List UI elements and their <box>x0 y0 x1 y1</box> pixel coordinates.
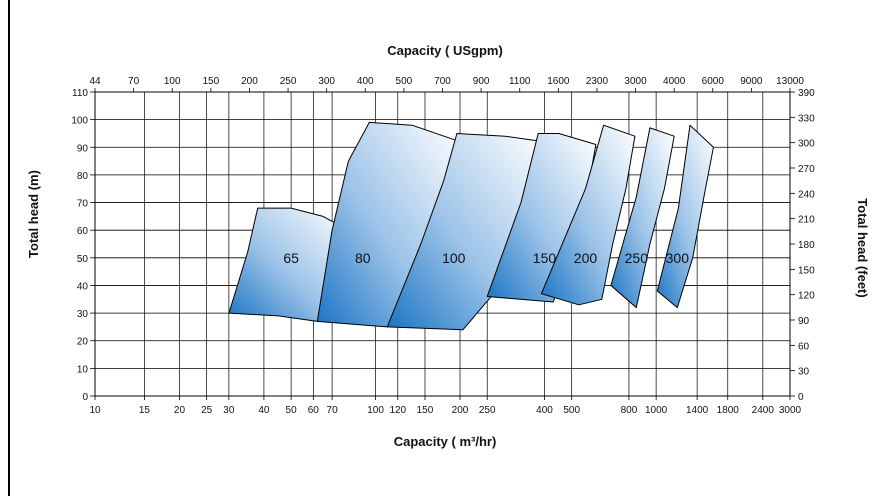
y2-tick-label: 60 <box>798 341 810 352</box>
x-top-tick-label: 700 <box>434 76 451 87</box>
y2-tick-label: 390 <box>798 88 815 99</box>
y2-tick-label: 330 <box>798 113 815 124</box>
y2-tick-label: 150 <box>798 265 815 276</box>
x-top-tick-label: 3000 <box>624 76 647 87</box>
x-tick-label: 20 <box>174 405 186 416</box>
y2-tick-label: 210 <box>798 215 815 226</box>
y-tick-label: 40 <box>77 281 89 292</box>
x-top-tick-label: 150 <box>202 76 219 87</box>
y-tick-label: 10 <box>77 364 89 375</box>
x-top-tick-label: 4000 <box>663 76 686 87</box>
x-top-tick-label: 13000 <box>776 76 804 87</box>
performance-curve-100 <box>386 133 545 331</box>
y2-tick-label: 180 <box>798 240 815 251</box>
y-tick-label: 110 <box>72 88 88 99</box>
x-tick-label: 1400 <box>686 405 709 416</box>
x-tick-label: 500 <box>563 405 580 416</box>
x-tick-label: 150 <box>417 405 434 416</box>
x-tick-label: 50 <box>286 405 298 416</box>
x-top-tick-label: 70 <box>128 76 140 87</box>
x-tick-label: 200 <box>452 405 469 416</box>
x-tick-label: 120 <box>389 405 406 416</box>
y-axis-label: Total head (m) <box>26 170 41 258</box>
x-tick-label: 30 <box>223 405 235 416</box>
x-tick-label: 70 <box>327 405 339 416</box>
x-top-tick-label: 100 <box>164 76 181 87</box>
x-tick-label: 25 <box>201 405 213 416</box>
x-tick-label: 1000 <box>645 405 668 416</box>
y-tick-label: 80 <box>77 171 89 182</box>
curve-label-80: 80 <box>355 250 371 266</box>
left-border-line <box>8 0 10 496</box>
x-top-tick-label: 300 <box>318 76 335 87</box>
y-tick-label: 30 <box>77 309 89 320</box>
x-top-tick-label: 2300 <box>586 76 609 87</box>
chart-title: Capacity ( USgpm) <box>387 43 503 58</box>
y-tick-label: 50 <box>77 254 89 265</box>
x-tick-label: 60 <box>308 405 320 416</box>
x-tick-label: 100 <box>367 405 384 416</box>
x-top-tick-label: 250 <box>280 76 297 87</box>
x-top-tick-label: 200 <box>241 76 258 87</box>
curve-label-300: 300 <box>666 250 690 266</box>
y-tick-label: 60 <box>77 226 89 237</box>
ticks-layer: 0102030405060708090100110030609012015018… <box>71 76 815 416</box>
x-axis-label: Capacity ( m³/hr) <box>394 434 497 449</box>
curve-label-200: 200 <box>574 250 598 266</box>
x-tick-label: 10 <box>89 405 101 416</box>
curve-label-65: 65 <box>283 250 299 266</box>
y2-axis-label: Total head (feet) <box>855 198 870 297</box>
curve-label-150: 150 <box>533 250 557 266</box>
curve-label-100: 100 <box>442 250 466 266</box>
y-tick-label: 100 <box>71 116 88 127</box>
y-tick-label: 70 <box>77 199 89 210</box>
x-tick-label: 1800 <box>717 405 740 416</box>
performance-curve-200 <box>540 124 636 306</box>
y2-tick-label: 0 <box>798 392 804 403</box>
performance-curve-300 <box>656 124 714 309</box>
performance-curve-250 <box>610 127 675 309</box>
y2-tick-label: 270 <box>798 164 815 175</box>
x-top-tick-label: 44 <box>89 76 101 87</box>
x-tick-label: 800 <box>621 405 638 416</box>
y-tick-label: 20 <box>77 337 89 348</box>
x-top-tick-label: 900 <box>473 76 490 87</box>
y-tick-label: 0 <box>82 392 88 403</box>
y2-tick-label: 240 <box>798 189 815 200</box>
y-tick-label: 90 <box>77 143 89 154</box>
x-top-tick-label: 1100 <box>509 76 531 87</box>
x-top-tick-label: 1600 <box>547 76 570 87</box>
y2-tick-label: 90 <box>798 316 810 327</box>
curve-label-250: 250 <box>625 250 649 266</box>
x-top-tick-label: 400 <box>357 76 374 87</box>
x-tick-label: 3000 <box>779 405 802 416</box>
x-tick-label: 40 <box>258 405 270 416</box>
y2-tick-label: 300 <box>798 139 815 150</box>
x-top-tick-label: 9000 <box>740 76 763 87</box>
x-tick-label: 250 <box>479 405 496 416</box>
x-tick-label: 400 <box>536 405 553 416</box>
x-tick-label: 15 <box>139 405 151 416</box>
curves-layer: 65 80 100 150 200 250 300 <box>228 121 714 331</box>
x-top-tick-label: 6000 <box>702 76 725 87</box>
x-tick-label: 2400 <box>752 405 775 416</box>
y2-tick-label: 30 <box>798 367 810 378</box>
x-top-tick-label: 500 <box>396 76 413 87</box>
y2-tick-label: 120 <box>798 291 815 302</box>
